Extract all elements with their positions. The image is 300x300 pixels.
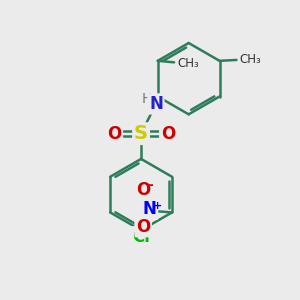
Text: O: O	[136, 181, 150, 199]
Text: O: O	[107, 125, 122, 143]
Text: Cl: Cl	[132, 228, 150, 246]
Text: H: H	[141, 92, 152, 106]
Text: CH₃: CH₃	[177, 57, 199, 70]
Text: N: N	[149, 95, 163, 113]
Text: O: O	[136, 218, 150, 236]
Text: N: N	[143, 200, 157, 218]
Text: CH₃: CH₃	[239, 53, 261, 66]
Text: S: S	[134, 124, 148, 143]
Text: O: O	[161, 125, 175, 143]
Text: +: +	[152, 201, 162, 211]
Text: -: -	[147, 178, 153, 192]
